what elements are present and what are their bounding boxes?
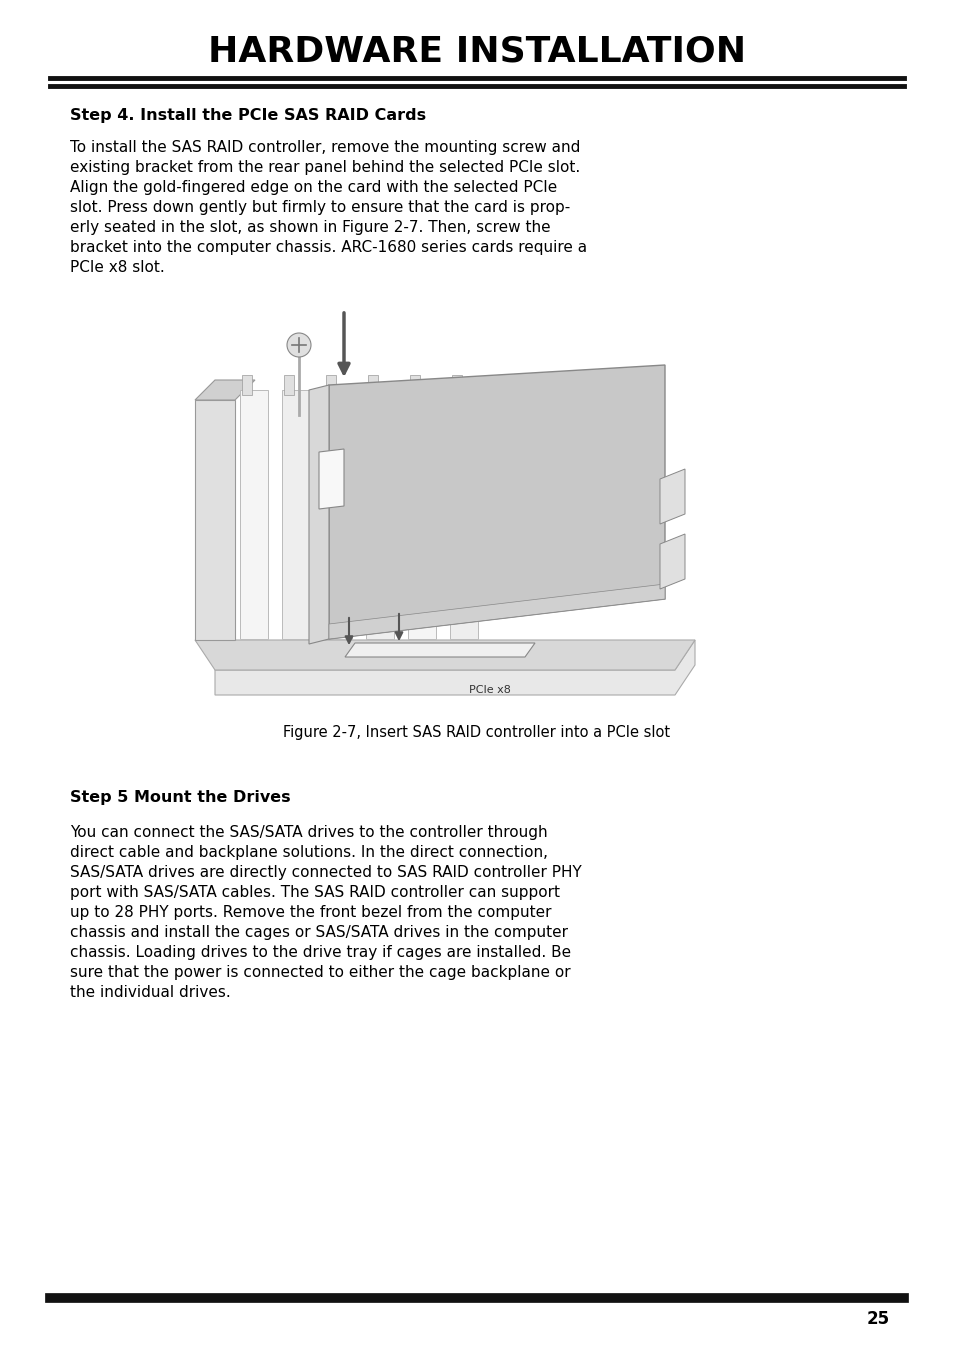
Text: Step 4. Install the PCIe SAS RAID Cards: Step 4. Install the PCIe SAS RAID Cards [70, 108, 426, 123]
Text: PCIe x8: PCIe x8 [469, 685, 511, 695]
Text: Step 5 Mount the Drives: Step 5 Mount the Drives [70, 789, 291, 806]
Text: chassis. Loading drives to the drive tray if cages are installed. Be: chassis. Loading drives to the drive tra… [70, 945, 571, 960]
Text: the individual drives.: the individual drives. [70, 984, 231, 1001]
Polygon shape [345, 643, 535, 657]
Text: existing bracket from the rear panel behind the selected PCIe slot.: existing bracket from the rear panel beh… [70, 160, 579, 175]
Text: port with SAS/SATA cables. The SAS RAID controller can support: port with SAS/SATA cables. The SAS RAID … [70, 886, 559, 900]
Polygon shape [659, 533, 684, 589]
Text: slot. Press down gently but firmly to ensure that the card is prop-: slot. Press down gently but firmly to en… [70, 200, 570, 215]
Text: Figure 2-7, Insert SAS RAID controller into a PCIe slot: Figure 2-7, Insert SAS RAID controller i… [283, 724, 670, 741]
Polygon shape [242, 375, 252, 395]
Text: erly seated in the slot, as shown in Figure 2-7. Then, screw the: erly seated in the slot, as shown in Fig… [70, 219, 550, 236]
Text: To install the SAS RAID controller, remove the mounting screw and: To install the SAS RAID controller, remo… [70, 139, 579, 154]
Polygon shape [368, 375, 377, 395]
Polygon shape [194, 640, 695, 670]
Polygon shape [366, 390, 394, 639]
Polygon shape [659, 468, 684, 524]
Text: up to 28 PHY ports. Remove the front bezel from the computer: up to 28 PHY ports. Remove the front bez… [70, 904, 551, 919]
Polygon shape [309, 385, 329, 645]
Polygon shape [194, 399, 234, 640]
Polygon shape [452, 375, 461, 395]
Circle shape [287, 333, 311, 357]
Polygon shape [194, 380, 254, 399]
Polygon shape [318, 450, 344, 509]
Polygon shape [240, 390, 268, 639]
Text: direct cable and backplane solutions. In the direct connection,: direct cable and backplane solutions. In… [70, 845, 547, 860]
Polygon shape [450, 390, 477, 639]
Polygon shape [282, 390, 310, 639]
Polygon shape [326, 375, 335, 395]
Text: PCIe x8 slot.: PCIe x8 slot. [70, 260, 165, 275]
Polygon shape [329, 584, 664, 639]
Polygon shape [410, 375, 419, 395]
Polygon shape [324, 390, 352, 639]
Text: You can connect the SAS/SATA drives to the controller through: You can connect the SAS/SATA drives to t… [70, 825, 547, 839]
Polygon shape [284, 375, 294, 395]
Text: chassis and install the cages or SAS/SATA drives in the computer: chassis and install the cages or SAS/SAT… [70, 925, 567, 940]
Text: SAS/SATA drives are directly connected to SAS RAID controller PHY: SAS/SATA drives are directly connected t… [70, 865, 581, 880]
Text: Align the gold-fingered edge on the card with the selected PCIe: Align the gold-fingered edge on the card… [70, 180, 557, 195]
Polygon shape [329, 366, 664, 639]
Text: 25: 25 [866, 1311, 889, 1328]
Polygon shape [408, 390, 436, 639]
Text: HARDWARE INSTALLATION: HARDWARE INSTALLATION [208, 35, 745, 69]
Text: bracket into the computer chassis. ARC-1680 series cards require a: bracket into the computer chassis. ARC-1… [70, 240, 586, 255]
Polygon shape [214, 640, 695, 695]
Text: sure that the power is connected to either the cage backplane or: sure that the power is connected to eith… [70, 965, 570, 980]
